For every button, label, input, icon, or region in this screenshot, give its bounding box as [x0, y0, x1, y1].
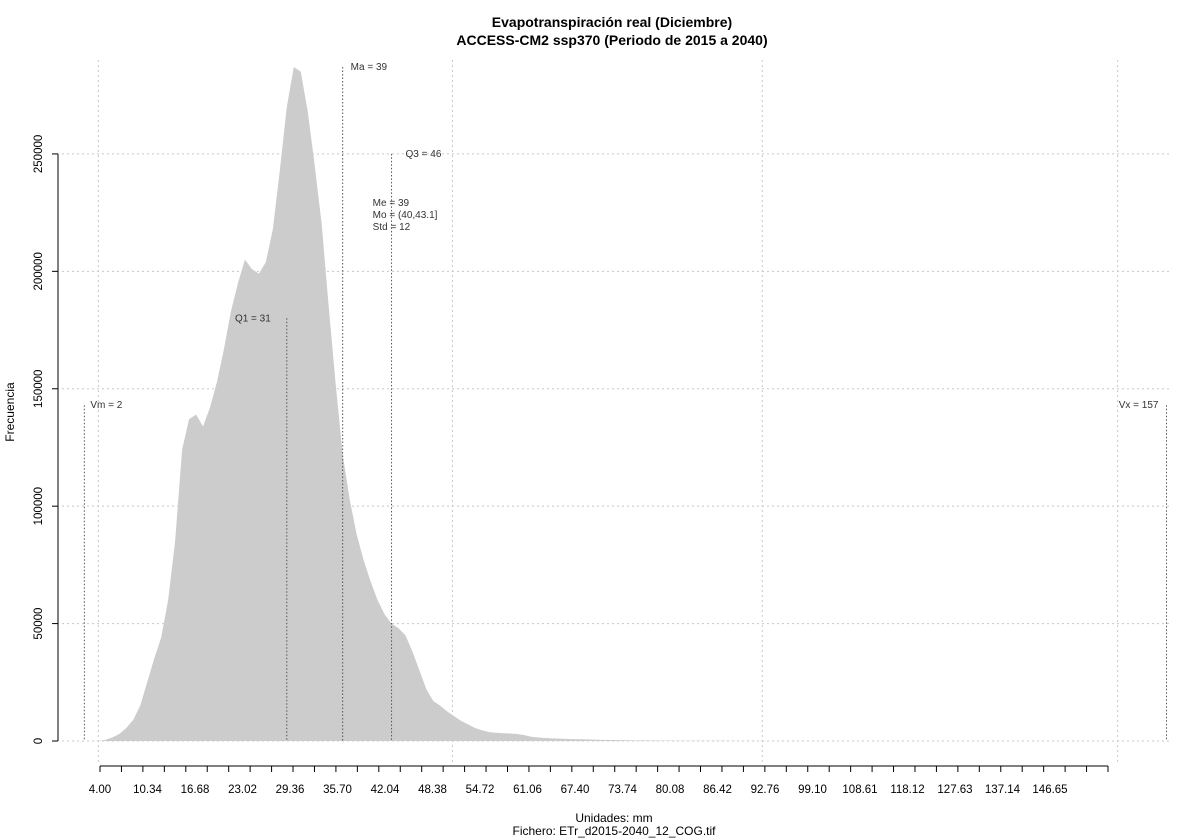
y-tick-label: 150000	[33, 370, 45, 408]
x-tick-label: 10.34	[133, 784, 162, 796]
file-caption: Fichero: ETr_d2015-2040_12_COG.tif	[513, 824, 717, 838]
x-tick-label: 29.36	[276, 784, 305, 796]
x-tick-label: 146.65	[1032, 784, 1067, 796]
y-tick-label: 50000	[33, 608, 45, 640]
x-tick-label: 23.02	[228, 784, 257, 796]
x-tick-label: 61.06	[513, 784, 542, 796]
statistic-markers: Vm = 2 Q1 = 31 Ma = 39 Q3 = 46 Vx = 157 Me = …	[83, 62, 1168, 741]
x-tick-label: 80.08	[656, 784, 685, 796]
x-tick-label: 86.42	[703, 784, 732, 796]
q1-label: Q1 = 31	[235, 313, 271, 324]
y-axis-title: Frecuencia	[3, 382, 17, 442]
x-tick-label: 99.10	[798, 784, 827, 796]
x-axis-title: Unidades: mm	[575, 811, 652, 825]
grid-lines	[62, 60, 1170, 763]
q3-label: Q3 = 46	[406, 149, 442, 160]
x-tick-label: 118.12	[890, 784, 924, 796]
y-axis: 0 50000 100000 150000 200000 250000	[33, 135, 59, 744]
std-label: Std = 12	[373, 222, 411, 233]
x-axis: 4.00 10.34 16.68 23.02 29.36 35.70 42.04 48.38 5…	[89, 765, 1109, 796]
x-tick-label: 73.74	[608, 784, 637, 796]
y-tick-label: 0	[33, 738, 45, 744]
y-tick-label: 250000	[33, 135, 45, 173]
x-tick-label: 108.61	[842, 784, 877, 796]
x-tick-label: 137.14	[985, 784, 1021, 796]
x-tick-label: 67.40	[561, 784, 590, 796]
y-tick-label: 100000	[33, 487, 45, 525]
x-tick-label: 42.04	[371, 784, 400, 796]
chart-title: Evapotranspiración real (Diciembre)	[492, 14, 732, 30]
y-tick-label: 200000	[33, 252, 45, 290]
chart-subtitle: ACCESS-CM2 ssp370 (Periodo de 2015 a 204…	[456, 32, 767, 48]
ma-label: Ma = 39	[351, 62, 388, 73]
x-tick-label: 92.76	[751, 784, 780, 796]
x-tick-label: 35.70	[323, 784, 352, 796]
median-label: Me = 39	[373, 198, 410, 209]
mode-label: Mo = (40,43.1]	[373, 210, 438, 221]
x-tick-label: 16.68	[181, 784, 210, 796]
x-tick-label: 4.00	[89, 784, 111, 796]
x-tick-label: 48.38	[418, 784, 447, 796]
x-tick-label: 54.72	[466, 784, 495, 796]
vx-label: Vx = 157	[1119, 400, 1159, 411]
x-tick-label: 127.63	[937, 784, 972, 796]
density-area	[98, 67, 1153, 742]
vm-label: Vm = 2	[90, 400, 122, 411]
